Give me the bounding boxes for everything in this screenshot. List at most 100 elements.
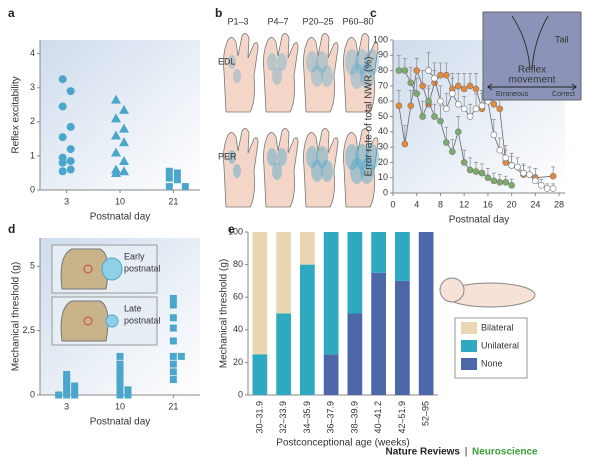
receptive-field [306,146,318,168]
point [66,145,75,154]
point [496,178,504,186]
panel-letter: b [215,6,222,20]
series-line [428,70,554,189]
x-axis-label: Postnatal day [449,215,510,226]
y-tick-label: 80 [378,65,388,75]
hand [223,128,259,208]
receptive-field [316,146,328,168]
point [454,128,462,136]
point [532,177,539,185]
point [419,82,426,90]
point [466,113,474,120]
y-tick-label: 90 [378,50,388,60]
bar-segment [371,232,386,273]
bar-segment [395,232,410,281]
probe-target [83,316,93,326]
y-tick-label: 20 [378,157,388,167]
x-tick-label: 0 [390,199,395,209]
point [66,165,75,174]
receptive-field [321,65,333,87]
x-tick-label: 36–37.9 [326,401,336,434]
point [496,105,504,113]
receptive-field [311,160,323,182]
y-tick-label: 5 [30,261,35,271]
x-tick-label: 10 [115,196,125,206]
point [116,352,124,360]
y-tick-label: 40 [378,126,388,136]
point [169,294,177,302]
x-tick-label: 38–39.9 [349,401,359,434]
x-tick-label: 20 [507,199,517,209]
panel-letter: e [228,222,235,236]
point [502,178,509,186]
panel-letter: d [8,222,15,236]
point [165,174,173,182]
point [543,185,551,192]
x-tick-label: 32–33.9 [278,401,288,434]
point [71,382,79,390]
receptive-field [233,164,241,178]
receptive-field [355,144,369,170]
hand [303,128,339,208]
receptive-field [350,63,364,89]
y-axis-label: Mechanical threshold (g) [219,259,230,369]
point [169,324,177,332]
legend-swatch [461,358,477,370]
footer-section: Neuroscience [472,447,538,458]
y-tick-label: 100 [228,226,243,236]
x-axis-label: Postconceptional age (weeks) [276,438,409,449]
receptive-field [306,51,318,73]
point [407,102,415,110]
point [472,168,480,175]
footer-separator: | [465,447,468,458]
x-tick-label: 4 [414,199,419,209]
receptive-field [101,257,123,281]
point [111,167,121,177]
point [58,102,67,111]
bar-segment [276,232,291,314]
legend-label: None [481,358,503,368]
point [116,386,124,394]
receptive-field [360,63,374,89]
point [58,158,67,167]
point [401,67,409,74]
point [165,183,173,191]
x-tick-label: 34–35.9 [302,401,312,434]
y-tick-label: 0 [383,187,388,197]
bar-segment [347,313,363,395]
point [478,102,486,110]
point [478,169,486,177]
point [466,166,474,174]
legend-label: Unilateral [481,340,519,350]
receptive-field [277,148,287,166]
hand-drawing [263,33,299,113]
y-tick-label: 100 [373,34,388,44]
point [63,387,71,395]
hand-drawing [223,33,259,113]
receptive-field [233,69,241,83]
x-tick-label: 40–41.2 [373,401,383,434]
point [58,133,67,142]
x-axis-label: Postnatal day [90,417,151,428]
point [549,185,557,192]
x-tick-label: 24 [530,199,540,209]
hand-drawing [223,128,259,208]
point [407,79,415,87]
point [63,391,71,399]
x-tick-label: 3 [64,401,69,411]
receptive-field [355,49,369,75]
y-tick-label: 50 [378,111,388,121]
receptive-field [272,162,282,180]
point [454,82,462,90]
point [116,391,124,399]
point [173,169,181,177]
point [449,90,456,97]
footer-journal: Nature Reviews [386,447,461,458]
y-tick-label: 0 [238,389,243,399]
point [66,87,75,96]
y-axis-label: Reflex excitability [11,76,22,153]
point [119,156,129,166]
point [460,105,468,113]
receptive-field [267,53,277,71]
legend-swatch [461,340,477,352]
